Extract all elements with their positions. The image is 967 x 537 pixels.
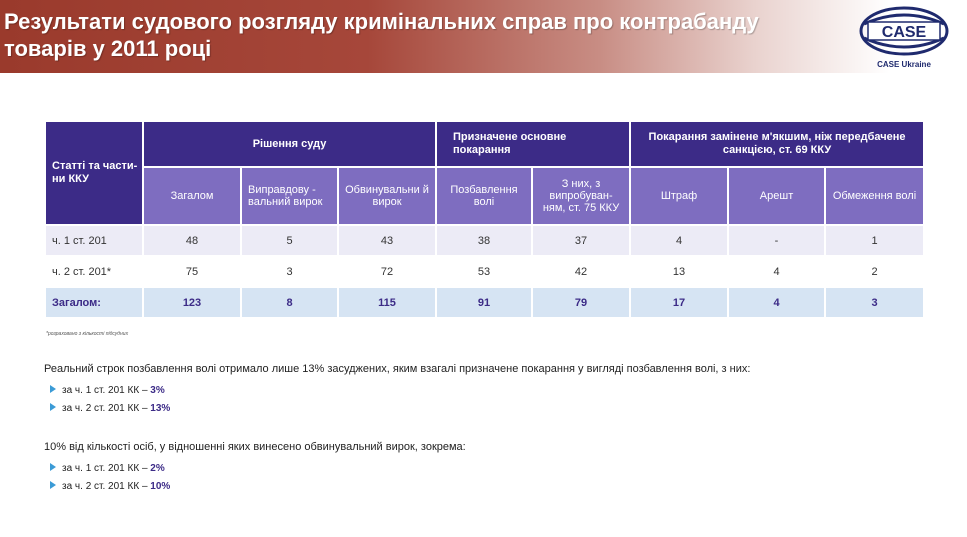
bullet-list-conviction: за ч. 1 ст. 201 КК – 2% за ч. 2 ст. 201 … <box>50 462 170 498</box>
table-cell: 43 <box>336 224 438 257</box>
bullet-text: за ч. 1 ст. 201 КК – <box>62 463 148 474</box>
list-item: за ч. 1 ст. 201 КК – 2% <box>50 462 170 480</box>
table-row-total: Загалом: 123 8 115 91 79 17 4 3 <box>44 286 926 319</box>
bullet-value: 2% <box>150 463 165 474</box>
header-replaced-punishment: Покарання замінене м'якшим, ніж передбач… <box>629 120 926 168</box>
table-cell: 75 <box>142 255 242 288</box>
row-label: ч. 1 ст. 201 <box>44 224 144 257</box>
table-cell: 42 <box>531 255 632 288</box>
summary-text-imprisonment: Реальний строк позбавлення волі отримало… <box>44 363 751 375</box>
subheader-imprisonment: Позбавлення волі <box>435 166 534 226</box>
slide-header: Результати судового розгляду кримінальни… <box>0 0 967 73</box>
row-label: ч. 2 ст. 201* <box>44 255 144 288</box>
bullet-text: за ч. 2 ст. 201 КК – <box>62 481 148 492</box>
bullet-value: 10% <box>150 481 171 492</box>
table-cell: 3 <box>240 255 339 288</box>
table-cell: 5 <box>240 224 339 257</box>
bullet-arrow-icon <box>50 385 56 393</box>
subheader-conviction: Обвинувальни й вирок <box>336 166 438 226</box>
list-item: за ч. 2 ст. 201 КК – 10% <box>50 480 170 498</box>
header-court-decision: Рішення суду <box>141 120 438 168</box>
table-row: ч. 1 ст. 201 48 5 43 38 37 4 - 1 <box>44 224 926 257</box>
subheader-arrest: Арешт <box>727 166 827 226</box>
subheader-fine: Штраф <box>629 166 730 226</box>
header-articles: Статті та части- ни ККУ <box>44 120 144 226</box>
table-cell: - <box>727 224 827 257</box>
table-cell: 4 <box>727 286 827 319</box>
table-cell: 91 <box>435 286 534 319</box>
subheader-total: Загалом <box>142 166 242 226</box>
subheader-acquittal: Виправдову - вальний вирок <box>240 166 339 226</box>
table-cell: 13 <box>629 255 730 288</box>
header-main-punishment: Призначене основне покарання <box>435 120 632 168</box>
bullet-arrow-icon <box>50 481 56 489</box>
bullet-text: за ч. 1 ст. 201 КК – <box>62 385 148 396</box>
table-cell: 37 <box>531 224 632 257</box>
table-cell: 2 <box>824 255 926 288</box>
table-cell: 48 <box>142 224 242 257</box>
table-cell: 8 <box>240 286 339 319</box>
table-row: ч. 2 ст. 201* 75 3 72 53 42 13 4 2 <box>44 255 926 288</box>
slide-title: Результати судового розгляду кримінальни… <box>4 9 759 61</box>
table-cell: 17 <box>629 286 730 319</box>
list-item: за ч. 2 ст. 201 КК – 13% <box>50 402 170 420</box>
list-item: за ч. 1 ст. 201 КК – 3% <box>50 384 170 402</box>
table-cell: 4 <box>727 255 827 288</box>
bullet-text: за ч. 2 ст. 201 КК – <box>62 403 148 414</box>
table-cell: 1 <box>824 224 926 257</box>
subheader-restriction: Обмеження волі <box>824 166 926 226</box>
table-cell: 3 <box>824 286 926 319</box>
table-cell: 115 <box>336 286 438 319</box>
subheader-probation: З них, з випробуван- ням, ст. 75 ККУ <box>531 166 632 226</box>
table-cell: 4 <box>629 224 730 257</box>
case-logo-icon: CASE <box>859 6 949 56</box>
bullet-value: 13% <box>150 403 171 414</box>
case-logo: CASE CASE Ukraine <box>858 4 950 70</box>
row-label: Загалом: <box>44 286 144 319</box>
summary-text-conviction: 10% від кількості осіб, у відношенні яки… <box>44 441 466 453</box>
bullet-list-imprisonment: за ч. 1 ст. 201 КК – 3% за ч. 2 ст. 201 … <box>50 384 170 420</box>
table-cell: 38 <box>435 224 534 257</box>
table-cell: 123 <box>142 286 242 319</box>
bullet-value: 3% <box>150 385 165 396</box>
footnote: *розраховано з кількості підсудних <box>46 331 129 337</box>
table-cell: 79 <box>531 286 632 319</box>
bullet-arrow-icon <box>50 463 56 471</box>
svg-text:CASE: CASE <box>882 24 927 41</box>
results-table: Статті та части- ни ККУ Рішення суду При… <box>44 120 926 319</box>
logo-caption: CASE Ukraine <box>877 60 931 69</box>
bullet-arrow-icon <box>50 403 56 411</box>
table-cell: 53 <box>435 255 534 288</box>
table-cell: 72 <box>336 255 438 288</box>
